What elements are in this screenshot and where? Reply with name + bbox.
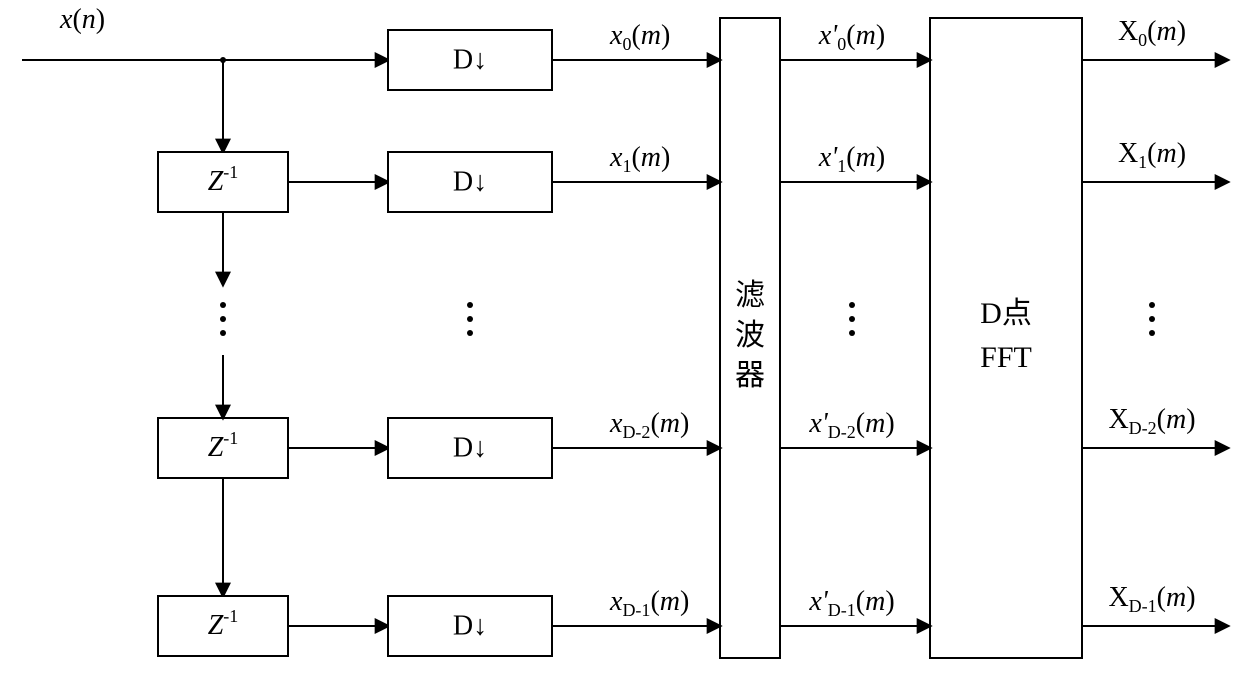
- svg-text:滤: 滤: [735, 279, 765, 312]
- svg-text:x'D-2(m): x'D-2(m): [808, 408, 894, 442]
- svg-text:D↓: D↓: [453, 610, 487, 641]
- svg-text:x1(m): x1(m): [609, 142, 670, 176]
- svg-text:XD-2(m): XD-2(m): [1108, 404, 1195, 438]
- svg-text:X1(m): X1(m): [1118, 138, 1186, 172]
- svg-text:x0(m): x0(m): [609, 20, 670, 54]
- svg-text:xD-2(m): xD-2(m): [609, 408, 689, 442]
- svg-text:x'0(m): x'0(m): [818, 20, 885, 54]
- svg-text:D↓: D↓: [453, 166, 487, 197]
- svg-text:D点: D点: [980, 297, 1032, 330]
- svg-text:D↓: D↓: [453, 432, 487, 463]
- svg-text:x(n): x(n): [59, 4, 105, 35]
- svg-text:XD-1(m): XD-1(m): [1108, 582, 1195, 616]
- svg-text:x'D-1(m): x'D-1(m): [808, 586, 894, 620]
- svg-text:x'1(m): x'1(m): [818, 142, 885, 176]
- svg-text:波: 波: [735, 319, 765, 352]
- svg-text:D↓: D↓: [453, 44, 487, 75]
- svg-text:X0(m): X0(m): [1118, 16, 1186, 50]
- svg-text:器: 器: [735, 359, 765, 392]
- svg-text:xD-1(m): xD-1(m): [609, 586, 689, 620]
- svg-text:FFT: FFT: [980, 341, 1032, 374]
